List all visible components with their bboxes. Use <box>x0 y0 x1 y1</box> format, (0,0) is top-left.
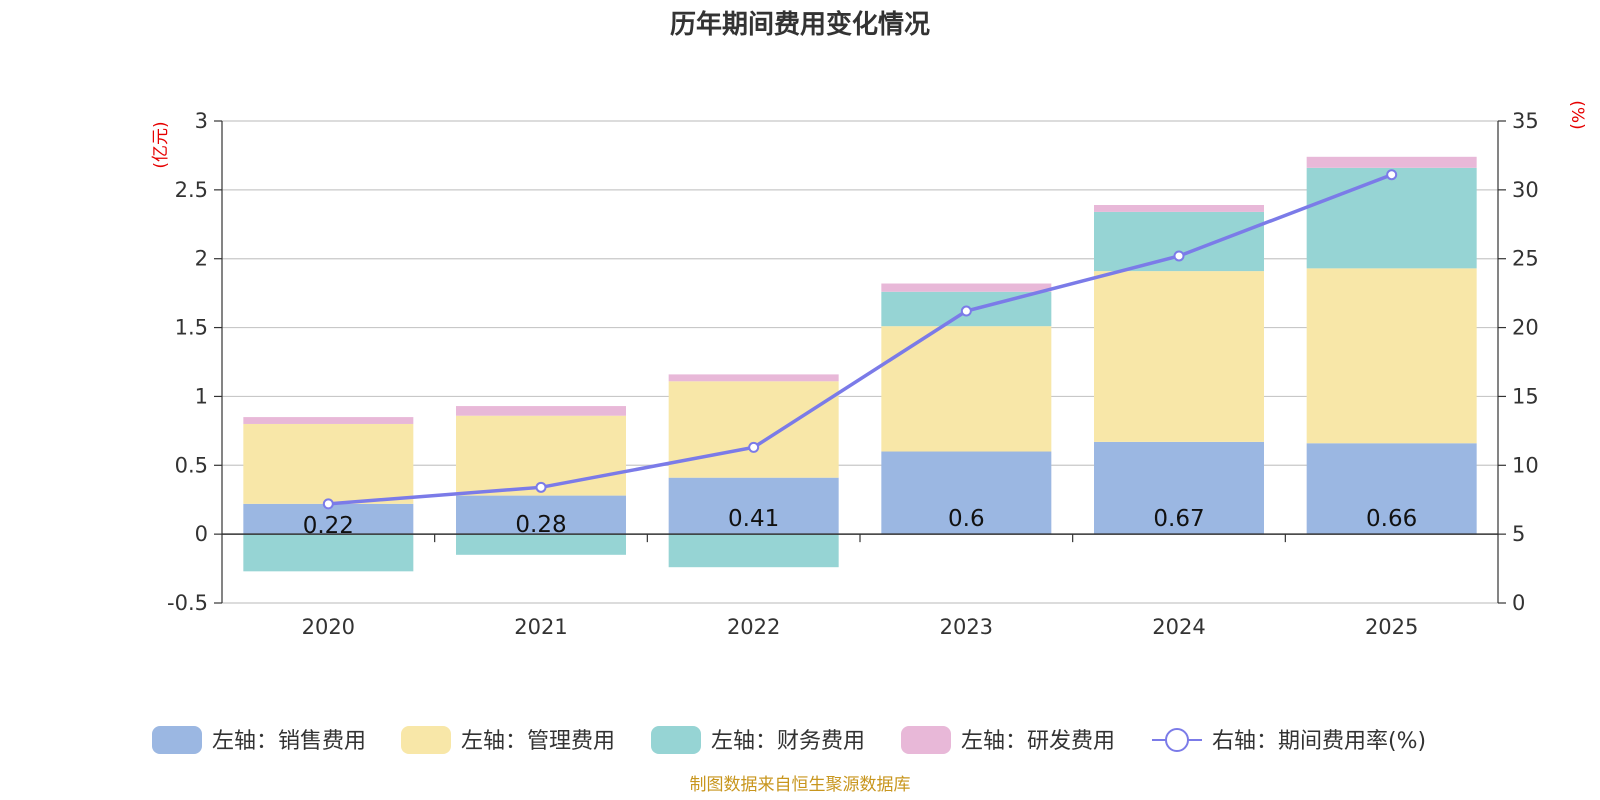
right-tick-label: 25 <box>1512 247 1539 271</box>
rate-point <box>960 305 972 317</box>
left-tick-label: 2 <box>195 247 208 271</box>
right-tick-label: 30 <box>1512 178 1539 202</box>
rate-point <box>748 441 760 453</box>
data-labels: 0.22 0.28 0.41 0.6 0.67 0.66 <box>303 506 1418 539</box>
right-tick-label: 35 <box>1512 109 1539 133</box>
right-tick-label: 10 <box>1512 453 1539 477</box>
grid <box>222 120 1498 604</box>
right-tick-label: 15 <box>1512 384 1539 408</box>
legend-label: 左轴：研发费用 <box>961 729 1115 754</box>
bar-segment <box>456 534 626 555</box>
bar-segment <box>456 406 626 416</box>
legend-swatch <box>401 726 451 754</box>
left-tick-label: 3 <box>195 109 208 133</box>
legend-marker <box>1165 728 1189 752</box>
data-label: 0.41 <box>728 506 779 532</box>
category-label: 2021 <box>514 615 567 639</box>
category-label: 2022 <box>727 615 780 639</box>
rate-line-path <box>328 173 1393 506</box>
category-label: 2024 <box>1152 615 1205 639</box>
bar-segment <box>1094 271 1264 442</box>
bar-segment <box>881 451 1052 535</box>
legend: 左轴：销售费用 左轴：管理费用 左轴：财务费用 左轴：研发费用 右轴：期间费用率(%) <box>152 726 1426 754</box>
legend-label: 左轴：管理费用 <box>461 729 615 754</box>
legend-swatch <box>152 726 202 754</box>
rate-point <box>322 498 334 510</box>
bar-segment <box>243 534 414 572</box>
bar-segment <box>243 417 414 424</box>
bar-segment <box>1094 441 1264 535</box>
bar-segment <box>1306 167 1477 269</box>
bar-segment <box>881 326 1052 452</box>
data-label: 0.66 <box>1366 506 1417 532</box>
rate-point <box>1173 250 1185 262</box>
right-tick-label: 5 <box>1512 522 1525 546</box>
left-tick-label: 2.5 <box>175 178 208 202</box>
legend-label: 右轴：期间费用率(%) <box>1212 729 1426 754</box>
right-axis-unit: (%) <box>1567 100 1587 129</box>
bar-segment <box>668 374 839 382</box>
bar-segment <box>1094 205 1264 212</box>
right-tick-label: 20 <box>1512 316 1539 340</box>
right-tick-label: 0 <box>1512 591 1525 615</box>
bar-segment <box>243 423 414 504</box>
category-label: 2023 <box>940 615 993 639</box>
data-label: 0.6 <box>948 506 985 532</box>
bar-segment <box>668 477 839 535</box>
bar-segment <box>668 534 839 568</box>
left-tick-label: 0 <box>195 522 208 546</box>
bar-segment <box>1306 443 1477 535</box>
left-axis-unit: (亿元) <box>151 121 171 168</box>
legend-swatch <box>651 726 701 754</box>
bar-segment <box>881 283 1052 292</box>
left-tick-label: 0.5 <box>175 453 208 477</box>
left-tick-label: 1.5 <box>175 316 208 340</box>
legend-label: 左轴：销售费用 <box>212 729 366 754</box>
data-label: 0.28 <box>515 512 566 538</box>
left-tick-label: 1 <box>195 384 208 408</box>
category-label: 2020 <box>302 615 355 639</box>
rate-point <box>1386 169 1398 181</box>
rate-line <box>322 169 1398 510</box>
legend-swatch <box>901 726 951 754</box>
data-label: 0.22 <box>303 513 354 539</box>
bar-segment <box>456 495 626 535</box>
axes: 3 2.5 2 1.5 1 0.5 0 -0.5 35 30 25 20 15 10 5 0 2020 2021 2… <box>167 109 1539 639</box>
bar-segment <box>1094 211 1264 272</box>
category-label: 2025 <box>1365 615 1418 639</box>
chart-title: 历年期间费用变化情况 <box>670 9 930 40</box>
rate-point <box>535 481 547 493</box>
bar-segment <box>1306 268 1477 444</box>
legend-label: 左轴：财务费用 <box>711 729 865 754</box>
data-label: 0.67 <box>1153 506 1204 532</box>
bar-segment <box>1306 156 1477 168</box>
left-tick-label: -0.5 <box>167 591 208 615</box>
bars <box>243 156 1477 572</box>
source-note: 制图数据来自恒生聚源数据库 <box>690 775 911 795</box>
bar-segment <box>668 381 839 478</box>
